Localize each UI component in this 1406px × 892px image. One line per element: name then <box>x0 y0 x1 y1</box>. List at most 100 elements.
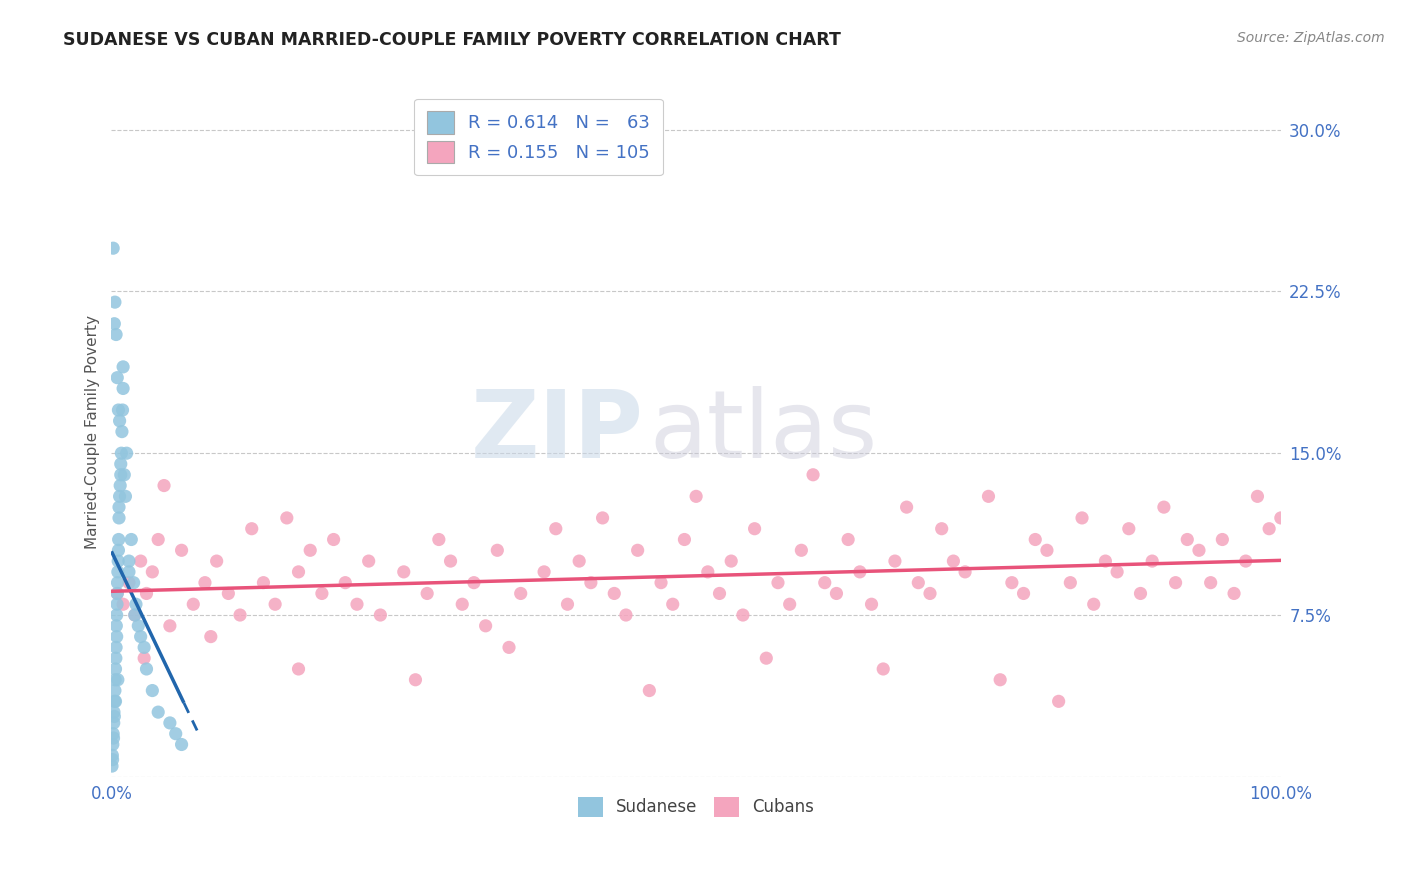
Point <box>103 709 125 723</box>
Point <box>129 630 152 644</box>
Point <box>105 607 128 622</box>
Point <box>127 619 149 633</box>
Point <box>1059 575 1081 590</box>
Point <box>105 327 128 342</box>
Point <box>108 500 131 515</box>
Point <box>107 673 129 687</box>
Point <box>837 533 859 547</box>
Point <box>299 543 322 558</box>
Point <box>1140 554 1163 568</box>
Point <box>105 640 128 655</box>
Point <box>107 543 129 558</box>
Point <box>205 554 228 568</box>
Point <box>896 500 918 515</box>
Point <box>404 673 426 687</box>
Point <box>112 467 135 482</box>
Point <box>357 554 380 568</box>
Point <box>105 619 128 633</box>
Point <box>276 511 298 525</box>
Point <box>614 607 637 622</box>
Point <box>486 543 509 558</box>
Point <box>101 727 124 741</box>
Point <box>103 705 125 719</box>
Point <box>790 543 813 558</box>
Point <box>252 575 274 590</box>
Point <box>104 694 127 708</box>
Point <box>200 630 222 644</box>
Point <box>118 575 141 590</box>
Point <box>110 467 132 482</box>
Point <box>141 683 163 698</box>
Point <box>814 575 837 590</box>
Point <box>101 738 124 752</box>
Point <box>1118 522 1140 536</box>
Point <box>1024 533 1046 547</box>
Point <box>118 565 141 579</box>
Point <box>107 403 129 417</box>
Point <box>568 554 591 568</box>
Point <box>103 731 125 745</box>
Point <box>731 607 754 622</box>
Point <box>101 753 124 767</box>
Point <box>720 554 742 568</box>
Point <box>125 597 148 611</box>
Point <box>685 489 707 503</box>
Point <box>696 565 718 579</box>
Point <box>108 478 131 492</box>
Point <box>638 683 661 698</box>
Point <box>370 607 392 622</box>
Point <box>153 478 176 492</box>
Point <box>129 554 152 568</box>
Point <box>135 662 157 676</box>
Point <box>159 715 181 730</box>
Point <box>148 705 170 719</box>
Point <box>1188 543 1211 558</box>
Point <box>592 511 614 525</box>
Point <box>112 597 135 611</box>
Point <box>907 575 929 590</box>
Point <box>108 414 131 428</box>
Point <box>744 522 766 536</box>
Legend: Sudanese, Cubans: Sudanese, Cubans <box>571 790 821 824</box>
Point <box>931 522 953 536</box>
Point <box>110 446 132 460</box>
Point <box>141 565 163 579</box>
Point <box>112 381 135 395</box>
Point <box>104 673 127 687</box>
Point <box>148 533 170 547</box>
Point <box>105 370 128 384</box>
Point <box>498 640 520 655</box>
Point <box>825 586 848 600</box>
Point <box>108 489 131 503</box>
Point <box>112 359 135 374</box>
Point <box>107 554 129 568</box>
Point <box>264 597 287 611</box>
Text: SUDANESE VS CUBAN MARRIED-COUPLE FAMILY POVERTY CORRELATION CHART: SUDANESE VS CUBAN MARRIED-COUPLE FAMILY … <box>63 31 841 49</box>
Point <box>107 533 129 547</box>
Point <box>766 575 789 590</box>
Point <box>124 607 146 622</box>
Point <box>779 597 801 611</box>
Point <box>533 565 555 579</box>
Point <box>101 748 124 763</box>
Point <box>287 662 309 676</box>
Point <box>1129 586 1152 600</box>
Point <box>603 586 626 600</box>
Point <box>1153 500 1175 515</box>
Point <box>509 586 531 600</box>
Point <box>988 673 1011 687</box>
Point <box>105 586 128 600</box>
Point <box>104 295 127 310</box>
Point <box>1246 489 1268 503</box>
Point <box>122 575 145 590</box>
Point <box>170 738 193 752</box>
Point <box>194 575 217 590</box>
Point <box>120 533 142 547</box>
Point <box>1094 554 1116 568</box>
Point <box>755 651 778 665</box>
Point <box>557 597 579 611</box>
Point <box>953 565 976 579</box>
Point <box>110 457 132 471</box>
Point <box>860 597 883 611</box>
Point <box>1047 694 1070 708</box>
